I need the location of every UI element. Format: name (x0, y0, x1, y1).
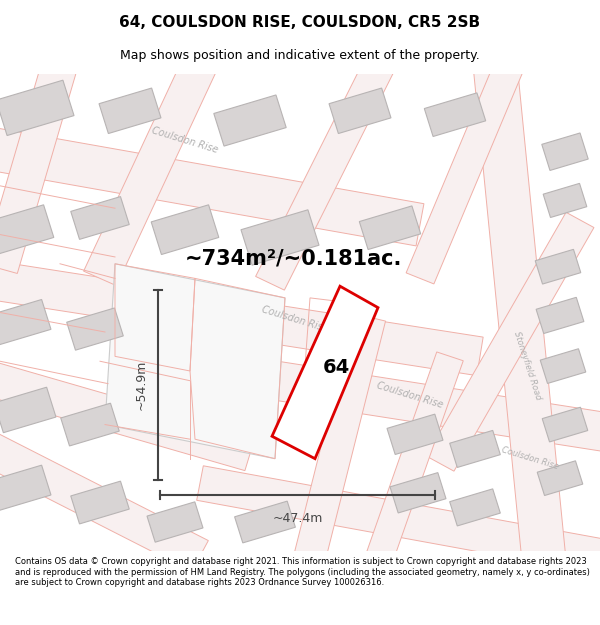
Text: Coulsdon Rise: Coulsdon Rise (500, 446, 560, 472)
Polygon shape (295, 314, 386, 560)
Polygon shape (83, 57, 217, 286)
Polygon shape (424, 93, 485, 136)
Polygon shape (214, 95, 286, 146)
Text: Stoneyfield Road: Stoneyfield Road (512, 331, 542, 401)
Polygon shape (151, 205, 219, 254)
Polygon shape (543, 183, 587, 218)
Polygon shape (540, 349, 586, 384)
Polygon shape (256, 57, 394, 290)
Polygon shape (0, 126, 424, 246)
Polygon shape (197, 466, 600, 573)
Polygon shape (241, 210, 319, 265)
Polygon shape (535, 249, 581, 284)
Polygon shape (235, 501, 295, 543)
Polygon shape (71, 481, 129, 524)
Polygon shape (0, 205, 54, 254)
Polygon shape (537, 461, 583, 496)
Polygon shape (329, 88, 391, 134)
Text: Coulsdon Rise: Coulsdon Rise (151, 125, 220, 155)
Polygon shape (449, 489, 500, 526)
Text: Map shows position and indicative extent of the property.: Map shows position and indicative extent… (120, 49, 480, 62)
Polygon shape (0, 388, 56, 432)
Polygon shape (542, 408, 588, 442)
Polygon shape (0, 299, 51, 345)
Polygon shape (0, 80, 74, 136)
Text: ~47.4m: ~47.4m (272, 512, 323, 525)
Polygon shape (99, 88, 161, 134)
Text: Contains OS data © Crown copyright and database right 2021. This information is : Contains OS data © Crown copyright and d… (15, 557, 590, 587)
Polygon shape (406, 59, 524, 284)
Polygon shape (117, 337, 600, 454)
Polygon shape (272, 286, 378, 459)
Polygon shape (426, 213, 594, 471)
Polygon shape (536, 298, 584, 334)
Polygon shape (359, 206, 421, 249)
Polygon shape (105, 264, 285, 459)
Text: 64, COULSDON RISE, COULSDON, CR5 2SB: 64, COULSDON RISE, COULSDON, CR5 2SB (119, 14, 481, 29)
Polygon shape (71, 197, 129, 239)
Text: ~734m²/~0.181ac.: ~734m²/~0.181ac. (185, 249, 403, 269)
Polygon shape (387, 414, 443, 454)
Polygon shape (67, 308, 123, 350)
Polygon shape (367, 352, 463, 561)
Polygon shape (542, 133, 588, 171)
Text: 64: 64 (323, 358, 350, 377)
Polygon shape (0, 465, 51, 511)
Polygon shape (0, 429, 208, 572)
Text: Coulsdon Rise: Coulsdon Rise (260, 304, 329, 334)
Polygon shape (390, 472, 446, 513)
Polygon shape (449, 431, 500, 468)
Text: ~54.9m: ~54.9m (135, 360, 148, 410)
Text: Coulsdon Rise: Coulsdon Rise (376, 381, 445, 410)
Polygon shape (0, 359, 255, 471)
Polygon shape (473, 62, 567, 572)
Polygon shape (0, 259, 483, 376)
Polygon shape (147, 502, 203, 542)
Polygon shape (0, 59, 77, 274)
Polygon shape (61, 403, 119, 446)
